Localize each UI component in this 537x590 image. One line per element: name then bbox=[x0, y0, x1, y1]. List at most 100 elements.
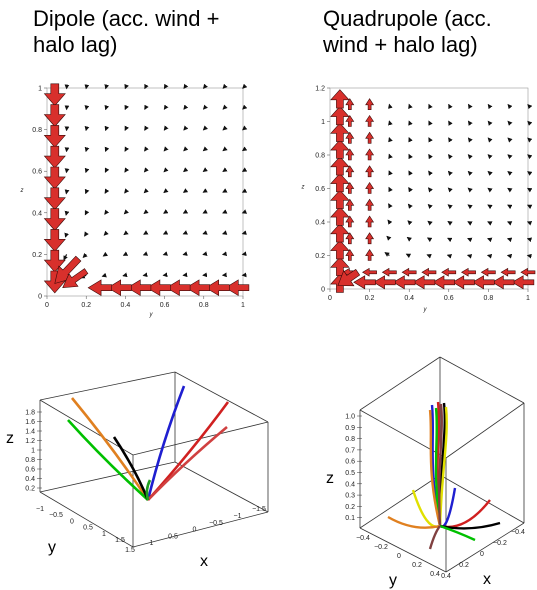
quiver-arrow bbox=[365, 98, 375, 110]
quadrupole-quiver-plot: 0 0.2 0.4 0.6 0.8 1 0 0.2 0.4 0.6 0.8 1 1.2 y z bbox=[301, 86, 536, 313]
quiver-arrow bbox=[520, 267, 536, 277]
z-tick-label: 0.8 bbox=[345, 436, 355, 443]
dipole-title: Dipole (acc. wind + halo lag) bbox=[33, 6, 273, 58]
trajectory-line bbox=[146, 385, 186, 501]
y-tick-label: 1 bbox=[321, 119, 325, 126]
trajectory-line bbox=[147, 401, 230, 501]
quiver-arrow bbox=[345, 114, 355, 127]
quiver-arrow-small bbox=[124, 188, 130, 194]
box-edge bbox=[359, 356, 441, 411]
quiver-arrow-small bbox=[63, 254, 68, 261]
x-tick-label: −0.4 bbox=[511, 529, 525, 536]
trajectory-line bbox=[439, 521, 501, 530]
trajectory-line bbox=[387, 515, 441, 529]
quiver-arrow bbox=[146, 279, 171, 297]
x-tick-label: 0 bbox=[480, 551, 484, 558]
quiver-arrow bbox=[107, 279, 132, 297]
quiver-arrow-small bbox=[427, 220, 433, 226]
quiver-arrow bbox=[365, 198, 375, 211]
quiver-arrow-small bbox=[387, 219, 393, 225]
quiver-arrow bbox=[330, 139, 350, 159]
x-tick-label: 1.5 bbox=[125, 547, 135, 554]
quiver-arrow-small bbox=[64, 210, 70, 216]
quiver-arrow bbox=[365, 165, 375, 178]
box-edge bbox=[174, 461, 269, 513]
y-tick-label: 0.2 bbox=[412, 562, 422, 569]
z-tick-label: 0.7 bbox=[345, 447, 355, 454]
quiver-arrow bbox=[412, 275, 436, 290]
quiver-arrow bbox=[421, 267, 437, 277]
quiver-arrow bbox=[43, 208, 66, 231]
x-tick-label: 0 bbox=[193, 527, 197, 534]
x-tick-label: −1 bbox=[234, 513, 242, 520]
y-tick-label: 0.6 bbox=[32, 169, 42, 176]
z-tick-label: 0.6 bbox=[345, 459, 355, 466]
x-tick-label: 0.6 bbox=[444, 295, 454, 302]
quiver-arrow bbox=[432, 275, 456, 290]
x-tick-label: 0.6 bbox=[160, 302, 170, 309]
quadrupole-title-line2: wind + halo lag) bbox=[323, 32, 478, 57]
box-edge bbox=[445, 522, 525, 573]
quiver-arrow bbox=[330, 239, 350, 260]
quiver-arrow bbox=[205, 279, 230, 297]
y-tick-label: −0.5 bbox=[49, 512, 63, 519]
dipole-quiver-plot: 0 0.2 0.4 0.6 0.8 1 0 0.2 0.4 0.6 0.8 1 y z bbox=[20, 83, 250, 318]
y-tick-label: 0.6 bbox=[315, 186, 325, 193]
quiver-arrow-small bbox=[143, 230, 149, 235]
quiver-arrow bbox=[345, 98, 355, 110]
quiver-arrow bbox=[330, 189, 350, 209]
z-axis-label: z bbox=[6, 430, 14, 447]
z-tick-label: 0.4 bbox=[345, 481, 355, 488]
quiver-arrow bbox=[330, 223, 350, 243]
box-edge bbox=[439, 356, 525, 404]
dipole-title-line2: halo lag) bbox=[33, 32, 118, 57]
quiver-arrow-small bbox=[143, 209, 149, 215]
quiver-arrow bbox=[330, 172, 350, 193]
quiver-arrow-small bbox=[84, 231, 89, 237]
quiver-arrow bbox=[330, 89, 350, 109]
quadrupole-title: Quadrupole (acc. wind + halo lag) bbox=[323, 6, 537, 58]
x-tick-label: 0.8 bbox=[199, 302, 209, 309]
y-axis-label: z bbox=[20, 188, 24, 194]
quiver-arrow bbox=[381, 267, 397, 277]
quiver-arrow bbox=[62, 268, 89, 289]
x-axis-label: x bbox=[483, 571, 491, 588]
quiver-arrow bbox=[43, 145, 66, 169]
z-tick-label: 0.3 bbox=[345, 493, 355, 500]
x-tick-label: 0.2 bbox=[365, 295, 375, 302]
quiver-arrow bbox=[365, 232, 375, 245]
x-axis-label: y bbox=[423, 307, 428, 313]
quiver-arrow-small bbox=[388, 203, 393, 209]
x-axis-label: x bbox=[200, 553, 208, 570]
quiver-arrow bbox=[345, 248, 355, 261]
quiver-arrow-small bbox=[426, 254, 432, 259]
z-tick-label: 1.0 bbox=[345, 414, 355, 421]
quiver-arrow-small bbox=[386, 235, 392, 241]
x-tick-label: 1 bbox=[150, 540, 154, 547]
quiver-arrow-small bbox=[142, 251, 149, 256]
quiver-arrow-small bbox=[427, 203, 433, 210]
box-edge bbox=[39, 491, 134, 548]
quiver-arrow bbox=[345, 131, 355, 144]
z-tick-label: 0.5 bbox=[345, 470, 355, 477]
trajectory-line bbox=[438, 406, 448, 527]
y-tick-label: 0 bbox=[70, 518, 74, 525]
quiver-arrow bbox=[224, 279, 250, 297]
y-tick-label: 0.2 bbox=[315, 253, 325, 260]
quiver-arrow-small bbox=[102, 251, 108, 257]
quiver-arrow bbox=[345, 232, 355, 245]
quiver-arrow bbox=[43, 229, 66, 252]
y-tick-label: 0 bbox=[38, 294, 42, 301]
trajectory-line bbox=[428, 409, 442, 527]
quiver-arrow bbox=[441, 267, 457, 277]
y-tick-label: 0.8 bbox=[315, 153, 325, 160]
quiver-arrow bbox=[185, 279, 210, 297]
quiver-arrow bbox=[365, 114, 375, 127]
y-tick-label: 1.2 bbox=[315, 86, 325, 93]
x-tick-label: 1 bbox=[241, 302, 245, 309]
box-edge bbox=[39, 461, 176, 493]
quiver-arrow-small bbox=[123, 230, 129, 236]
trajectory-line bbox=[434, 407, 442, 527]
dipole-3d-plot: 1.8 1.6 1.4 1.2 1 0.8 0.6 0.4 0.2 z 1.5 1 0.5 0 −0.5 −1… bbox=[6, 371, 269, 570]
